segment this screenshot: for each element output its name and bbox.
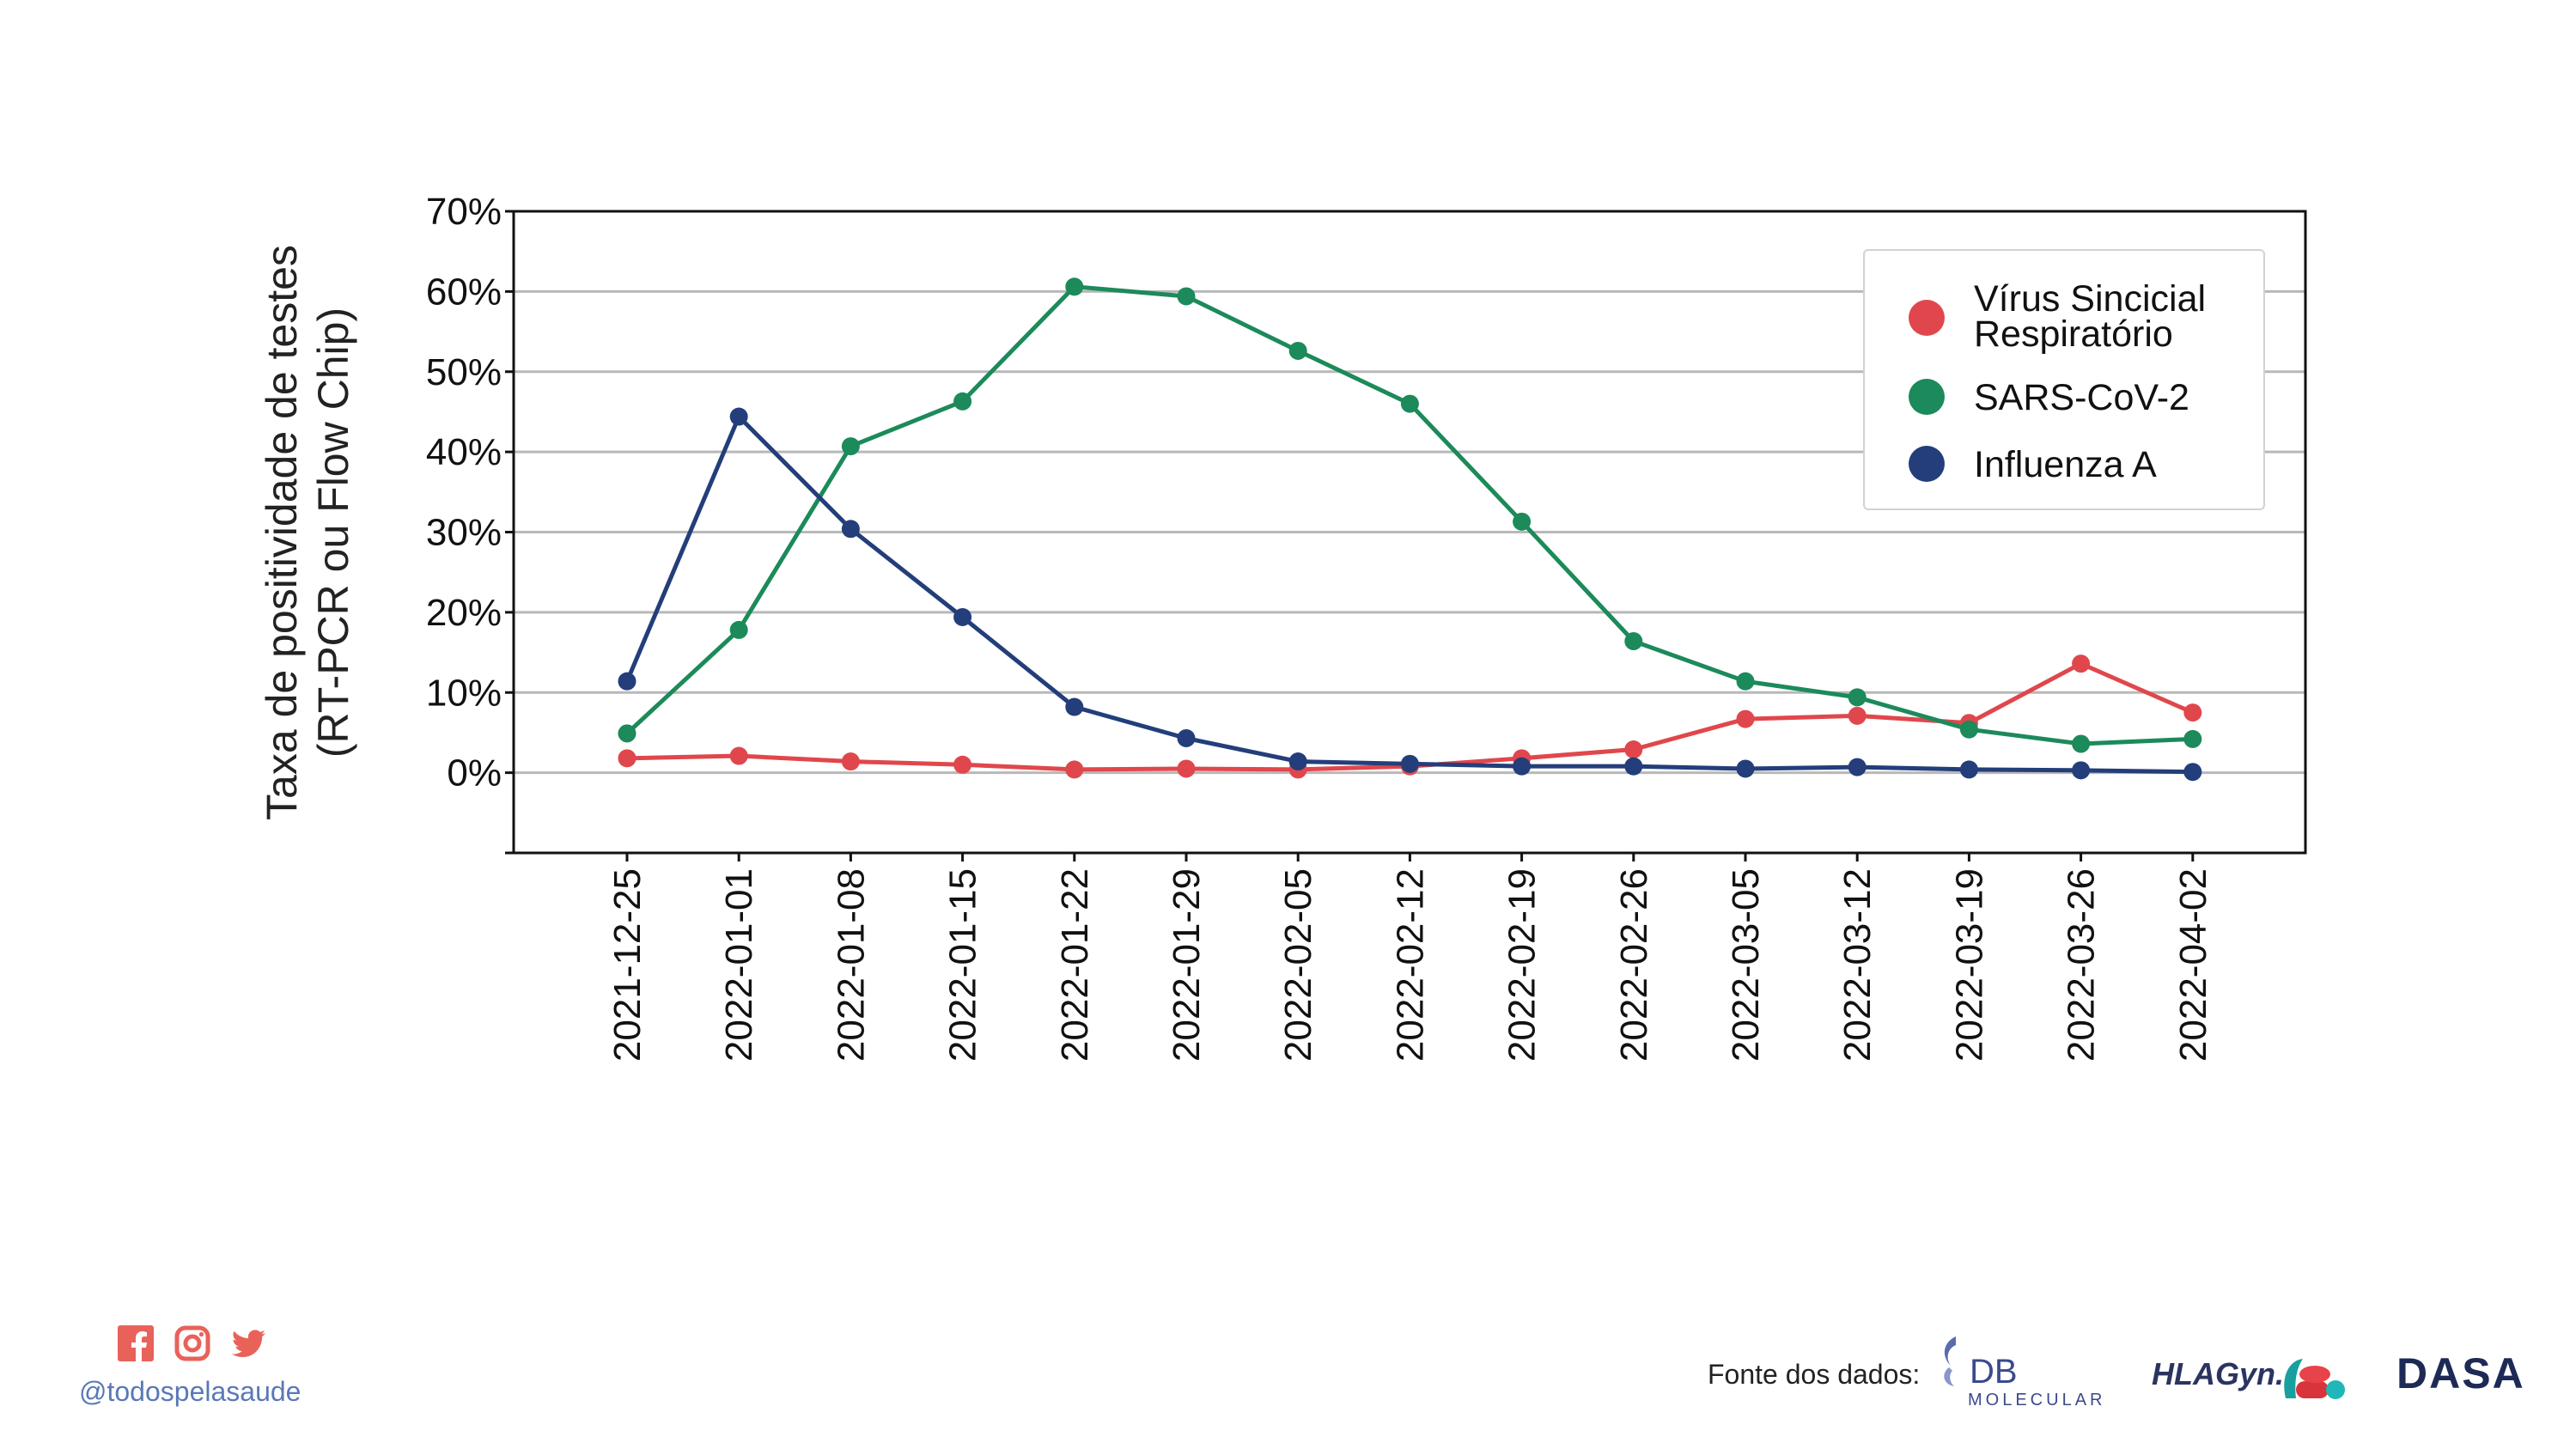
- x-tick-label: 2022-02-26: [1613, 868, 1655, 1062]
- data-point: [1400, 754, 1419, 773]
- data-point: [1959, 720, 1978, 739]
- data-point: [618, 724, 636, 743]
- twitter-icon[interactable]: [231, 1325, 267, 1361]
- x-tick-label: 2022-01-01: [718, 868, 760, 1062]
- y-tick-label: 60%: [426, 271, 502, 313]
- data-point: [1513, 512, 1532, 531]
- data-source-label: Fonte dos dados:: [1708, 1359, 1921, 1390]
- data-point: [1065, 760, 1084, 779]
- y-tick-label: 40%: [426, 431, 502, 473]
- data-point: [2183, 703, 2202, 722]
- data-point: [1624, 757, 1643, 776]
- db-logo-subtext: MOLECULAR: [1968, 1391, 2105, 1409]
- data-point: [2072, 654, 2091, 673]
- data-point: [729, 746, 748, 765]
- data-point: [953, 607, 972, 626]
- data-point: [2183, 763, 2202, 782]
- y-tick-label: 10%: [426, 672, 502, 714]
- x-tick-label: 2022-03-26: [2061, 868, 2103, 1062]
- x-tick-label: 2022-02-05: [1277, 868, 1319, 1062]
- data-point: [1288, 341, 1307, 360]
- x-tick-label: 2022-02-19: [1501, 868, 1544, 1062]
- x-tick-label: 2022-01-29: [1166, 868, 1208, 1062]
- data-point: [618, 749, 636, 768]
- data-point: [1736, 709, 1755, 728]
- data-point: [729, 407, 748, 426]
- instagram-icon[interactable]: [174, 1325, 210, 1361]
- y-axis-ticks: 70% 60% 50% 40% 30% 20% 10% 0%: [426, 191, 514, 855]
- data-point: [953, 392, 972, 411]
- x-tick-label: 2022-02-12: [1389, 868, 1431, 1062]
- data-point: [2072, 734, 2091, 753]
- data-point: [841, 752, 860, 771]
- x-tick-label: 2022-03-12: [1836, 868, 1879, 1062]
- data-point: [953, 755, 972, 774]
- data-point: [1288, 752, 1307, 771]
- series-2: [618, 407, 2202, 782]
- data-point: [2072, 761, 2091, 780]
- data-point: [1177, 728, 1196, 747]
- series-1: [618, 277, 2202, 753]
- data-point: [1177, 759, 1196, 778]
- y-axis-title-line: (RT-PCR ou Flow Chip): [309, 307, 357, 758]
- data-point: [1959, 760, 1978, 779]
- data-point: [1624, 631, 1643, 650]
- data-point: [1177, 287, 1196, 306]
- y-axis-title-line: Taxa de positividade de testes: [258, 245, 306, 820]
- x-axis-ticks: 2021-12-25 2022-01-01 2022-01-08 2022-01-15…: [606, 853, 2214, 1062]
- legend-label: Vírus Sincicial: [1974, 278, 2206, 320]
- x-tick-label: 2022-03-05: [1725, 868, 1767, 1062]
- social-handle[interactable]: @todospelasaude: [79, 1376, 301, 1407]
- series-lines: [618, 277, 2202, 782]
- data-point: [1065, 697, 1084, 716]
- data-point: [1848, 706, 1867, 725]
- data-point: [1848, 758, 1867, 776]
- hlagyn-logo: HLAGyn.: [2152, 1356, 2345, 1399]
- legend-box: [1863, 249, 2265, 510]
- x-tick-label: 2022-01-15: [942, 868, 984, 1062]
- legend-marker: [1909, 300, 1945, 336]
- legend-label: SARS-CoV-2: [1974, 377, 2189, 418]
- data-point: [1736, 759, 1755, 778]
- db-molecular-logo: DB MOLECULAR: [1944, 1336, 2105, 1409]
- data-point: [729, 620, 748, 639]
- dasa-logo-text: DASA: [2396, 1349, 2525, 1397]
- grid-lines: [514, 210, 2305, 775]
- y-tick-label: 20%: [426, 592, 502, 634]
- data-point: [1513, 757, 1532, 776]
- x-tick-label: 2022-03-19: [1948, 868, 1990, 1062]
- dasa-logo: DASA: [2396, 1349, 2525, 1397]
- legend-marker: [1909, 446, 1945, 482]
- data-point: [1736, 672, 1755, 691]
- series-line: [626, 661, 2194, 772]
- y-tick-label: 50%: [426, 351, 502, 393]
- x-tick-label: 2022-01-08: [830, 868, 872, 1062]
- data-point: [1848, 688, 1867, 707]
- facebook-icon[interactable]: [118, 1325, 154, 1361]
- hlagyn-logo-text: HLAGyn.: [2152, 1356, 2284, 1391]
- x-tick-label: 2022-04-02: [2172, 868, 2214, 1062]
- legend-label: Influenza A: [1974, 444, 2157, 485]
- y-axis-title: Taxa de positividade de testes (RT-PCR ou…: [258, 245, 357, 820]
- legend-marker: [1909, 379, 1945, 415]
- data-point: [1400, 394, 1419, 413]
- data-point: [841, 437, 860, 456]
- legend-label: Respiratório: [1974, 314, 2173, 355]
- y-tick-label: 70%: [426, 191, 502, 233]
- data-point: [841, 520, 860, 539]
- x-tick-label: 2022-01-22: [1054, 868, 1096, 1062]
- data-point: [1624, 740, 1643, 759]
- data-point: [618, 672, 636, 691]
- y-tick-label: 0%: [447, 752, 502, 795]
- data-point: [1065, 277, 1084, 296]
- db-logo-text: DB: [1970, 1353, 2018, 1391]
- x-tick-label: 2021-12-25: [606, 868, 649, 1062]
- data-point: [2183, 729, 2202, 748]
- y-tick-label: 30%: [426, 512, 502, 554]
